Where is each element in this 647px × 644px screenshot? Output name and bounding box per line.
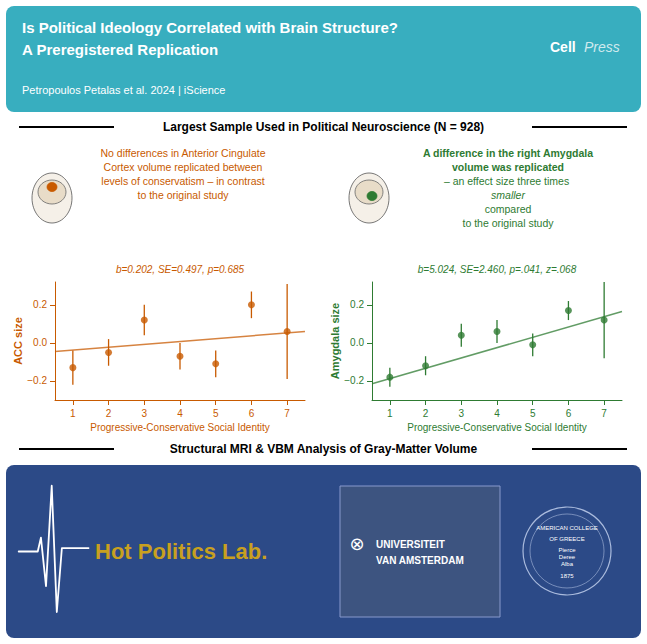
svg-text:Largest Sample Used in Politic: Largest Sample Used in Political Neurosc… [163, 120, 484, 134]
svg-text:0.0: 0.0 [350, 337, 364, 348]
svg-text:to the original study: to the original study [462, 217, 554, 229]
svg-text:2: 2 [423, 408, 429, 419]
svg-text:levels of conservatism – in co: levels of conservatism – in contrast [101, 175, 264, 187]
svg-text:5: 5 [530, 408, 536, 419]
svg-text:1: 1 [70, 408, 76, 419]
svg-text:Progressive-Conservative Socia: Progressive-Conservative Social Identity [407, 422, 587, 433]
svg-text:5: 5 [213, 408, 219, 419]
svg-text:Amygdala size: Amygdala size [329, 303, 341, 379]
svg-text:volume was replicated: volume was replicated [452, 161, 564, 173]
svg-text:Structural MRI & VBM Analysis: Structural MRI & VBM Analysis of Gray-Ma… [170, 442, 478, 456]
svg-text:7: 7 [284, 408, 290, 419]
svg-text:⊗: ⊗ [349, 533, 364, 554]
svg-text:UNIVERSITEIT: UNIVERSITEIT [376, 539, 445, 550]
svg-text:Alba: Alba [561, 561, 574, 567]
svg-text:OF GREECE: OF GREECE [549, 536, 584, 542]
svg-text:2: 2 [106, 408, 112, 419]
svg-text:smaller: smaller [491, 189, 525, 201]
svg-text:3: 3 [142, 408, 148, 419]
svg-text:6: 6 [566, 408, 572, 419]
svg-text:AMERICAN COLLEGE: AMERICAN COLLEGE [536, 525, 598, 531]
svg-text:– an effect size three times: – an effect size three times [444, 175, 572, 187]
svg-text:1875: 1875 [560, 573, 574, 579]
svg-text:1: 1 [387, 408, 393, 419]
svg-text:7: 7 [601, 408, 607, 419]
svg-text:A difference in the right Amyg: A difference in the right Amygdala [423, 147, 593, 159]
svg-text:Progressive-Conservative Socia: Progressive-Conservative Social Identity [90, 422, 270, 433]
svg-text:4: 4 [177, 408, 183, 419]
svg-text:No differences in Anterior Cin: No differences in Anterior Cingulate [101, 147, 266, 159]
svg-text:Pierce: Pierce [558, 547, 576, 553]
svg-text:4: 4 [494, 408, 500, 419]
svg-text:Cortex volume replicated betwe: Cortex volume replicated between [104, 161, 263, 173]
svg-text:b=0.202, SE=0.497, p=0.685: b=0.202, SE=0.497, p=0.685 [116, 264, 245, 275]
svg-text:Petropoulos Petalas et al. 202: Petropoulos Petalas et al. 2024 | iScien… [22, 84, 225, 96]
svg-text:Is Political Ideology Correlat: Is Political Ideology Correlated with Br… [22, 19, 398, 36]
svg-text:ACC size: ACC size [12, 317, 24, 365]
svg-text:Deree: Deree [559, 554, 576, 560]
svg-text:−0.2: −0.2 [344, 375, 364, 386]
svg-text:Press: Press [584, 39, 620, 55]
svg-text:Hot Politics Lab.: Hot Politics Lab. [95, 539, 267, 564]
svg-text:compared: compared [485, 203, 532, 215]
svg-text:0.0: 0.0 [33, 337, 47, 348]
svg-text:A Preregistered Replication: A Preregistered Replication [22, 41, 218, 58]
svg-text:b=5.024, SE=2.460, p=.041, z=.: b=5.024, SE=2.460, p=.041, z=.068 [418, 264, 577, 275]
svg-text:VAN AMSTERDAM: VAN AMSTERDAM [376, 555, 464, 566]
svg-text:Cell: Cell [550, 39, 576, 55]
svg-text:3: 3 [459, 408, 465, 419]
svg-text:−0.2: −0.2 [27, 375, 47, 386]
svg-text:0.2: 0.2 [33, 299, 47, 310]
svg-text:6: 6 [249, 408, 255, 419]
svg-text:0.2: 0.2 [350, 299, 364, 310]
svg-text:to the original study: to the original study [137, 189, 229, 201]
